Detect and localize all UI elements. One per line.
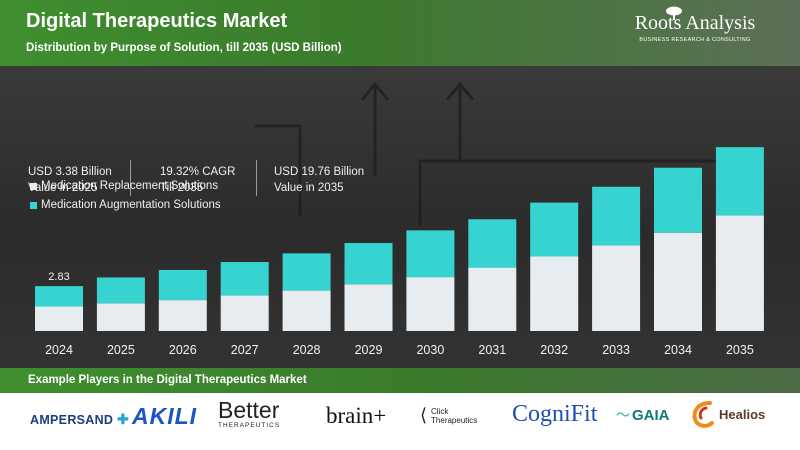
- x-tick-label: 2028: [293, 343, 321, 357]
- legend-label-augmentation: Medication Augmentation Solutions: [41, 199, 221, 211]
- logo-brainplus: brain+: [326, 403, 387, 428]
- bar-replacement-2034: [654, 232, 702, 331]
- chart-panel: 2024 2025 2026 2027 2028 2029 2030 2031 2032 2033…: [0, 66, 800, 368]
- legend-swatch-augmentation: [30, 201, 37, 209]
- bar-replacement-2030: [406, 277, 455, 331]
- kpi-value-2035-line1: USD 19.76 Billion: [274, 166, 365, 178]
- bar-replacement-2033: [592, 245, 641, 331]
- bar-replacement-2025: [96, 303, 145, 331]
- logo-healios: Healios: [690, 399, 765, 429]
- logo-click: ⟨ Click Therapeutics: [420, 405, 477, 426]
- bar-replacement-2026: [158, 300, 207, 331]
- brand-name: Roots Analysis: [634, 12, 756, 34]
- bar-augmentation-2029: [344, 243, 393, 285]
- bar-augmentation-2030: [406, 230, 455, 278]
- kpi-value-2035-line2: Value in 2035: [274, 182, 344, 194]
- x-tick-label: 2033: [602, 343, 630, 357]
- bar-augmentation-2034: [654, 167, 702, 233]
- bar-chart: 2024 2025 2026 2027 2028 2029 2030 2031 2032 2033…: [35, 81, 764, 357]
- chart-subtitle: Distribution by Purpose of Solution, til…: [26, 42, 342, 54]
- logo-cognifit: CogniFit: [512, 401, 598, 427]
- gaia-wave-icon: 〜: [616, 407, 630, 423]
- logo-better-text: Better: [218, 397, 280, 423]
- players-banner: Example Players in the Digital Therapeut…: [0, 368, 800, 393]
- logo-healios-text: Healios: [719, 406, 766, 422]
- legend-item-replacement: Medication Replacement Solutions: [30, 180, 218, 192]
- x-tick-label: 2029: [355, 343, 383, 357]
- bar-augmentation-2033: [592, 186, 641, 246]
- bar-augmentation-2025: [96, 277, 145, 304]
- bar-replacement-2027: [220, 295, 269, 331]
- data-labels: 2.83: [48, 271, 69, 283]
- brand-tagline: BUSINESS RESEARCH & CONSULTING: [639, 37, 751, 43]
- x-tick-label: 2034: [664, 343, 692, 357]
- bar-augmentation-2035: [715, 147, 764, 216]
- kpi-divider: [256, 160, 257, 196]
- bar-augmentation-2027: [220, 262, 269, 296]
- kpi-value-2025: USD 3.38 Billion Value in 2025: [28, 164, 112, 196]
- logo-better-sub: THERAPEUTICS: [218, 422, 281, 429]
- click-icon: ⟨: [420, 405, 428, 425]
- tree-icon: [666, 6, 682, 20]
- x-tick-label: 2026: [169, 343, 197, 357]
- bar-augmentation-2031: [468, 219, 517, 268]
- kpi-cagr: 19.32% CAGR Till 2035: [160, 164, 235, 196]
- bar-augmentation-2028: [282, 253, 331, 291]
- x-axis-labels: 2024 2025 2026 2027 2028 2029 2030 2031 2032 2033…: [45, 343, 754, 357]
- legend-item-augmentation: Medication Augmentation Solutions: [30, 199, 221, 211]
- bar-replacement-2024: [35, 306, 83, 331]
- bar-augmentation-2024: [35, 286, 83, 307]
- x-tick-label: 2027: [231, 343, 259, 357]
- kpi-cagr-line2: Till 2035: [160, 182, 204, 194]
- kpi-value-2025-line2: Value in 2025: [28, 182, 98, 194]
- bar-replacement-2035: [715, 215, 764, 331]
- players-title: Example Players in the Digital Therapeut…: [28, 374, 307, 386]
- logo-click-sub: Therapeutics: [431, 415, 478, 425]
- logo-better: Better THERAPEUTICS: [218, 397, 280, 429]
- brand-logo: Roots Analysis BUSINESS RESEARCH & CONSU…: [600, 12, 790, 43]
- bar-replacement-2031: [468, 267, 517, 331]
- logo-ampersand-text: AMPERSAND: [30, 413, 114, 427]
- kpi-value-2025-line1: USD 3.38 Billion: [28, 166, 112, 178]
- x-tick-label: 2031: [478, 343, 506, 357]
- healios-swirl-icon: [692, 401, 714, 428]
- logo-gaia: 〜 GAIA: [616, 405, 670, 425]
- legend-swatch-replacement: [30, 182, 37, 190]
- data-label: 2.83: [48, 271, 69, 283]
- logo-akili: AKILI: [132, 403, 198, 429]
- bar-augmentation-2026: [158, 269, 207, 301]
- logo-click-text: Click: [431, 406, 449, 416]
- bar-replacement-2032: [530, 256, 579, 331]
- kpi-value-2035: USD 19.76 Billion Value in 2035: [274, 164, 364, 196]
- bar-replacement-2028: [282, 290, 331, 331]
- bar-replacement-2029: [344, 284, 393, 331]
- x-tick-label: 2024: [45, 343, 73, 357]
- ampersand-cross-icon: ✚: [117, 411, 130, 427]
- logo-ampersand: AMPERSAND ✚: [30, 411, 129, 428]
- chart-title: Digital Therapeutics Market: [26, 10, 288, 32]
- kpi-divider: [130, 160, 131, 196]
- kpi-cagr-line1: 19.32% CAGR: [160, 166, 236, 178]
- x-tick-label: 2032: [540, 343, 568, 357]
- players-logos: AMPERSAND ✚ AKILI Better THERAPEUTICS br…: [0, 393, 800, 450]
- x-tick-label: 2025: [107, 343, 135, 357]
- bar-augmentation-2032: [530, 202, 579, 257]
- logo-gaia-text: GAIA: [632, 406, 670, 424]
- header-banner: Digital Therapeutics Market Distribution…: [0, 0, 800, 66]
- x-tick-label: 2035: [726, 343, 754, 357]
- legend-label-replacement: Medication Replacement Solutions: [41, 180, 219, 192]
- x-tick-label: 2030: [416, 343, 444, 357]
- bars-layer: [35, 147, 764, 331]
